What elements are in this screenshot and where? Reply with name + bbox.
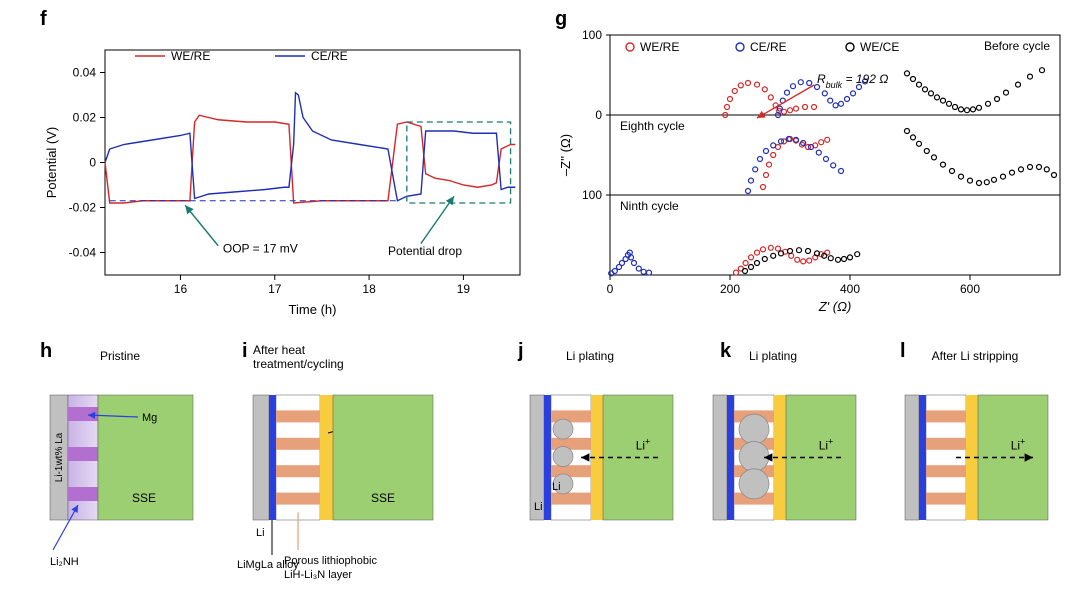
- svg-text:Time (h): Time (h): [289, 302, 337, 317]
- svg-text:200: 200: [720, 282, 740, 296]
- svg-text:0.02: 0.02: [73, 111, 97, 125]
- svg-text:Eighth cycle: Eighth cycle: [620, 119, 685, 133]
- svg-text:CE/RE: CE/RE: [311, 49, 348, 63]
- svg-text:100: 100: [582, 28, 602, 42]
- svg-text:After Li stripping: After Li stripping: [932, 349, 1019, 363]
- svg-text:Porous lithiophobic: Porous lithiophobic: [284, 555, 377, 567]
- svg-text:100: 100: [582, 188, 602, 202]
- svg-text:600: 600: [960, 282, 980, 296]
- svg-text:0: 0: [595, 108, 602, 122]
- svg-text:treatment/cycling: treatment/cycling: [253, 357, 344, 371]
- svg-text:Li-1wt% La: Li-1wt% La: [54, 432, 65, 482]
- svg-text:Li₂NH: Li₂NH: [50, 556, 79, 568]
- svg-text:Li: Li: [552, 481, 561, 493]
- panel-i-schematic: After heattreatment/cyclingLiLiMgLa allo…: [235, 340, 515, 610]
- svg-text:WE/RE: WE/RE: [171, 49, 210, 63]
- svg-text:SSE: SSE: [371, 491, 395, 505]
- svg-text:0: 0: [89, 156, 96, 170]
- svg-text:Pristine: Pristine: [100, 349, 140, 363]
- svg-text:WE/RE: WE/RE: [640, 40, 679, 54]
- svg-text:Potential (V): Potential (V): [44, 127, 59, 199]
- svg-text:16: 16: [174, 282, 188, 296]
- svg-text:0.04: 0.04: [73, 66, 97, 80]
- svg-text:–Z'' (Ω): –Z'' (Ω): [558, 134, 573, 176]
- svg-text:Li: Li: [534, 501, 543, 513]
- svg-text:After heat: After heat: [253, 343, 306, 357]
- svg-text:400: 400: [840, 282, 860, 296]
- panel-l-schematic: After Li stripping Li+: [895, 340, 1075, 610]
- svg-text:17: 17: [268, 282, 282, 296]
- svg-text:Mg: Mg: [142, 412, 157, 424]
- panel-j-schematic: Li platingLi Li+Li: [520, 340, 710, 610]
- svg-text:Li plating: Li plating: [749, 349, 797, 363]
- svg-text:19: 19: [457, 282, 471, 296]
- svg-text:Potential drop: Potential drop: [388, 244, 462, 258]
- svg-text:LiH-Li₃N layer: LiH-Li₃N layer: [284, 569, 352, 581]
- panel-g-chart: 0 200 400 600 Z' (Ω) –Z'' (Ω) 100 Before cycle 0…: [555, 25, 1070, 315]
- svg-text:SSE: SSE: [132, 491, 156, 505]
- svg-text:Before cycle: Before cycle: [984, 39, 1050, 53]
- panel-k-schematic: Li plating Li+: [703, 340, 898, 610]
- panel-f-chart: 16 17 18 19 -0.04 -0.02 0 0.02 0.04 Time (h) Poten…: [40, 30, 530, 320]
- svg-text:OOP = 17 mV: OOP = 17 mV: [223, 242, 298, 256]
- panel-h-schematic: Pristine Li-1wt% La SSE Mg Li₂NH: [40, 340, 240, 610]
- panel-f-label: f: [40, 8, 47, 31]
- svg-text:WE/CE: WE/CE: [860, 40, 899, 54]
- svg-text:Ninth cycle: Ninth cycle: [620, 199, 679, 213]
- svg-text:-0.04: -0.04: [69, 246, 97, 260]
- svg-text:-0.02: -0.02: [69, 201, 97, 215]
- svg-text:0: 0: [607, 282, 614, 296]
- svg-text:Z' (Ω): Z' (Ω): [818, 299, 852, 314]
- figure-root: f g h i j k l 16171819-0.04-0.0200.020.0…: [0, 0, 1080, 613]
- svg-text:CE/RE: CE/RE: [750, 40, 787, 54]
- svg-text:Rbulk = 192 Ω: Rbulk = 192 Ω: [817, 72, 888, 90]
- svg-text:18: 18: [362, 282, 376, 296]
- svg-text:Li: Li: [256, 527, 265, 539]
- svg-text:Li plating: Li plating: [566, 349, 614, 363]
